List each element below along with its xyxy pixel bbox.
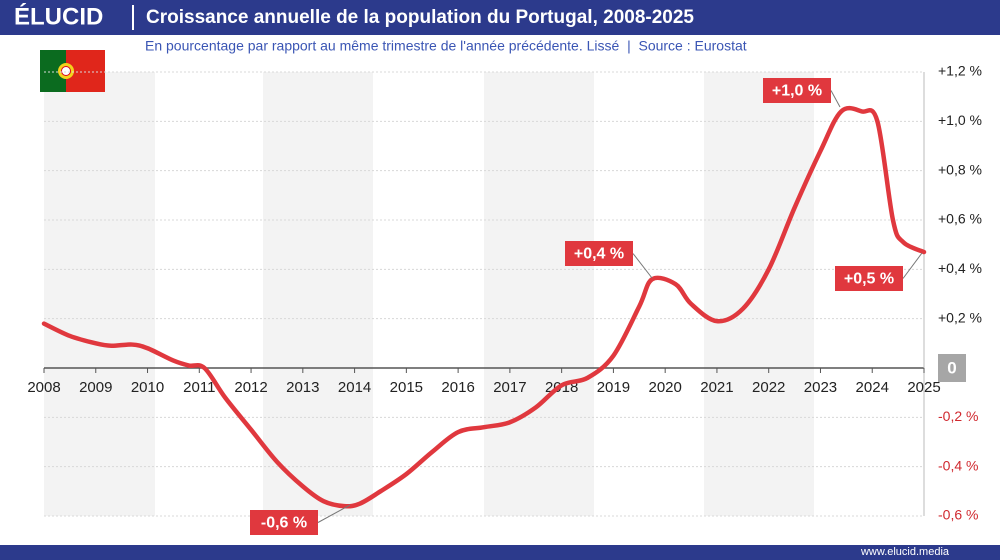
chart-subtitle: En pourcentage par rapport au même trime… [145, 38, 747, 54]
annotation-box [835, 266, 903, 291]
x-tick-label: 2016 [441, 379, 474, 396]
line [41, 105, 927, 509]
x-tick-label: 2024 [856, 379, 889, 396]
x-tick-label: 2022 [752, 379, 785, 396]
x-tick-label: 2010 [131, 379, 164, 396]
header-bar [0, 0, 1000, 35]
x-tick-label: 2008 [27, 379, 60, 396]
x-tick-label: 2025 [907, 379, 940, 396]
annotation: -0,6 % [261, 515, 307, 532]
x-tick-label: 2014 [338, 379, 371, 396]
footer-bar [0, 545, 1000, 560]
x-tick-label: 2023 [804, 379, 837, 396]
band [44, 72, 155, 516]
annotation: +0,4 % [574, 246, 624, 263]
y-tick-label: +0,2 % [938, 309, 982, 325]
y-tick-label: 0 [947, 358, 956, 377]
x-tick-label: 2015 [390, 379, 423, 396]
band [484, 72, 594, 516]
annotation: +1,0 % [772, 83, 822, 100]
annotation-leader [317, 504, 351, 523]
y-tick-label: +1,2 % [938, 63, 982, 79]
chart-title: Croissance annuelle de la population du … [146, 7, 694, 28]
annotation-box [250, 510, 318, 535]
annotation: +0,5 % [844, 271, 894, 288]
band [704, 72, 814, 516]
y-tick-label: +0,4 % [938, 260, 982, 276]
logo: ÉLUCID [14, 2, 103, 30]
y-tick-label: +1,0 % [938, 112, 982, 128]
annotation-leader [902, 252, 923, 279]
y-tick-label: +0,8 % [938, 161, 982, 177]
x-tick-label: 2020 [648, 379, 681, 396]
annotation-leader [632, 253, 653, 279]
annotation-box [565, 241, 633, 266]
y-tick-label: -0,2 % [938, 408, 978, 424]
footer-url: www.elucid.media [860, 546, 950, 558]
x-tick-label: 2013 [286, 379, 319, 396]
y-tick-label: +0,6 % [938, 211, 982, 227]
band [263, 72, 373, 516]
flag-shield [61, 66, 71, 76]
x-tick-label: 2011 [183, 379, 215, 396]
flag [40, 50, 105, 92]
zero-label-box [938, 354, 966, 382]
bands [44, 72, 814, 516]
annotation-leader [830, 90, 841, 108]
x-tick-label: 2017 [493, 379, 526, 396]
annotation-box [763, 78, 831, 103]
x-tick-label: 2021 [700, 379, 733, 396]
y-tick-label: -0,4 % [938, 457, 978, 473]
x-tick-label: 2019 [597, 379, 630, 396]
x-tick-label: 2009 [79, 379, 112, 396]
x-tick-label: 2012 [234, 379, 267, 396]
y-tick-label: -0,6 % [938, 507, 978, 523]
